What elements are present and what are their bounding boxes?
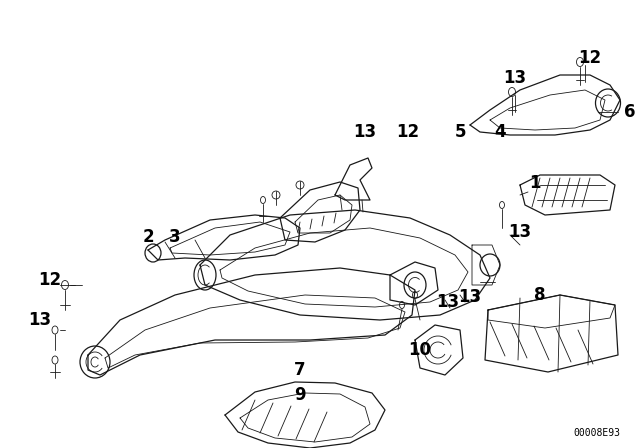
Text: 12: 12 (396, 123, 420, 141)
Text: 13: 13 (436, 293, 460, 311)
Text: 12: 12 (38, 271, 61, 289)
Text: 7: 7 (294, 361, 306, 379)
Text: 13: 13 (28, 311, 52, 329)
Text: 13: 13 (504, 69, 527, 87)
Text: 12: 12 (579, 49, 602, 67)
Text: 13: 13 (458, 288, 481, 306)
Text: 5: 5 (454, 123, 466, 141)
Text: 1: 1 (529, 174, 541, 192)
Text: 13: 13 (353, 123, 376, 141)
Text: 4: 4 (494, 123, 506, 141)
Text: 6: 6 (624, 103, 636, 121)
Text: 2: 2 (142, 228, 154, 246)
Text: 3: 3 (169, 228, 181, 246)
Text: 8: 8 (534, 286, 546, 304)
Text: 9: 9 (294, 386, 306, 404)
Text: 13: 13 (508, 223, 532, 241)
Text: 00008E93: 00008E93 (573, 428, 620, 438)
Text: 10: 10 (408, 341, 431, 359)
